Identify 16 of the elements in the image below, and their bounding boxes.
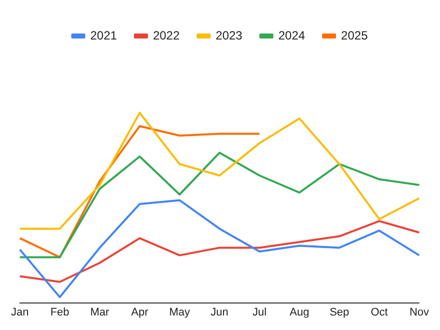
legend-label: 2024	[278, 28, 306, 42]
x-tick-label: Jul	[252, 306, 267, 318]
x-tick-label: Oct	[370, 306, 388, 318]
x-tick-label: May	[169, 306, 190, 318]
x-tick-label: Nov	[409, 306, 430, 318]
x-tick-label: Feb	[50, 306, 70, 318]
x-tick-label: Mar	[90, 306, 110, 318]
legend-label: 2022	[152, 28, 180, 42]
legend-label: 2021	[90, 28, 118, 42]
legend-label: 2023	[216, 28, 243, 42]
x-tick-label: Sep	[330, 306, 350, 318]
x-tick-label: Aug	[290, 306, 310, 318]
x-tick-label: Jan	[10, 306, 29, 318]
x-tick-label: Apr	[131, 306, 149, 318]
x-tick-label: Jun	[210, 306, 228, 318]
legend-label: 2025	[341, 28, 368, 42]
